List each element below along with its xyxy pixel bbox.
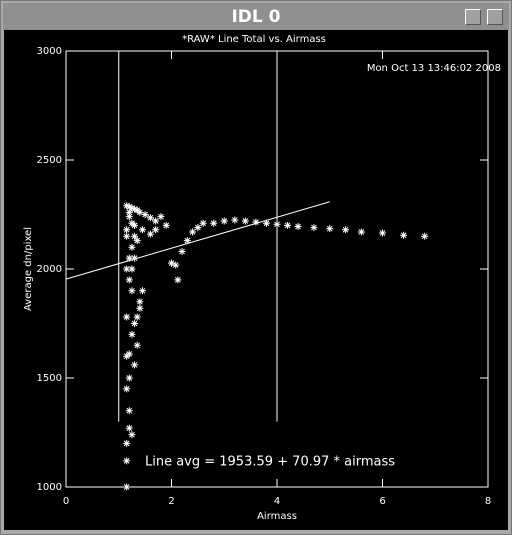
asterisk-point (123, 265, 131, 273)
y-axis-label: Average dn/pixel (23, 227, 34, 311)
asterisk-point (174, 276, 182, 284)
maximize-button[interactable] (487, 9, 503, 25)
asterisk-point (125, 350, 133, 358)
asterisk-point (128, 243, 136, 251)
asterisk-point (284, 221, 292, 229)
asterisk-point (138, 287, 146, 295)
asterisk-point (379, 229, 386, 237)
asterisk-point (128, 431, 136, 439)
asterisk-point (146, 214, 154, 222)
asterisk-point (138, 226, 146, 234)
minimize-button[interactable] (465, 9, 481, 25)
asterisk-point (241, 217, 249, 225)
x-axis-label: Airmass (257, 511, 297, 522)
window-title: IDL 0 (231, 7, 281, 27)
asterisk-point (146, 230, 154, 238)
asterisk-point (178, 248, 186, 256)
asterisk-point (189, 228, 197, 236)
asterisk-point (131, 320, 139, 327)
asterisk-point (123, 202, 131, 210)
fit-annotation: Line avg = 1953.59 + 70.97 * airmass (145, 455, 395, 470)
asterisk-point (125, 203, 133, 211)
fit-line (65, 201, 330, 280)
asterisk-point (123, 226, 131, 234)
asterisk-point (125, 254, 133, 262)
y-tick-label: 2500 (37, 155, 62, 166)
asterisk-point (162, 221, 170, 229)
asterisk-point (400, 231, 408, 239)
asterisk-point (133, 237, 141, 245)
asterisk-point (194, 224, 202, 232)
asterisk-point (136, 298, 144, 306)
asterisk-point (252, 218, 260, 226)
asterisk-point (125, 424, 133, 432)
x-tick-label: 0 (63, 496, 69, 507)
asterisk-point (262, 219, 270, 227)
asterisk-point (131, 254, 139, 262)
y-tick-label: 3000 (37, 46, 62, 57)
asterisk-point (123, 439, 131, 447)
asterisk-point (152, 226, 160, 234)
asterisk-point (131, 232, 139, 240)
asterisk-point (123, 457, 131, 465)
asterisk-point (168, 259, 175, 267)
timestamp: Mon Oct 13 13:46:02 2008 (367, 63, 501, 74)
asterisk-point (131, 361, 139, 369)
asterisk-point (141, 211, 149, 218)
asterisk-point (128, 330, 136, 338)
x-tick-label: 8 (485, 496, 491, 507)
x-tick-label: 4 (274, 496, 280, 507)
asterisk-point (125, 407, 133, 415)
asterisk-point (125, 208, 133, 216)
asterisk-point (152, 217, 160, 225)
y-tick-label: 2000 (37, 264, 62, 275)
asterisk-point (294, 222, 302, 230)
asterisk-point (123, 385, 131, 393)
asterisk-point (157, 213, 165, 221)
asterisk-point (231, 216, 239, 224)
chart: *RAW* Line Total vs. Airmass Mon Oct 13 … (4, 30, 508, 530)
asterisk-point (172, 261, 180, 269)
x-tick-label: 6 (379, 496, 385, 507)
asterisk-point (136, 208, 144, 216)
chart-title: *RAW* Line Total vs. Airmass (182, 34, 326, 45)
asterisk-point (136, 304, 144, 312)
asterisk-point (133, 313, 141, 321)
asterisk-point (220, 217, 228, 225)
asterisk-point (273, 220, 281, 228)
asterisk-point (123, 483, 131, 491)
asterisk-point (128, 265, 136, 273)
asterisk-point (125, 374, 133, 382)
asterisk-point (210, 219, 218, 227)
x-tick-label: 2 (168, 496, 174, 507)
asterisk-point (199, 219, 207, 227)
asterisk-point (125, 276, 133, 284)
asterisk-point (133, 341, 141, 349)
asterisk-point (123, 313, 131, 321)
asterisk-point (421, 232, 429, 240)
asterisk-point (342, 226, 350, 234)
plot-background (4, 30, 508, 530)
asterisk-point (310, 224, 318, 232)
asterisk-point (131, 205, 139, 213)
asterisk-point (128, 287, 136, 295)
asterisk-point (326, 225, 334, 233)
title-bar: IDL 0 (3, 3, 509, 31)
asterisk-point (357, 228, 365, 236)
y-tick-label: 1500 (37, 373, 62, 384)
asterisk-point (128, 204, 136, 212)
asterisk-point (183, 237, 191, 245)
asterisk-point (123, 232, 131, 240)
y-tick-label: 1000 (37, 482, 62, 493)
asterisk-point (131, 221, 139, 229)
asterisk-point (125, 213, 133, 221)
